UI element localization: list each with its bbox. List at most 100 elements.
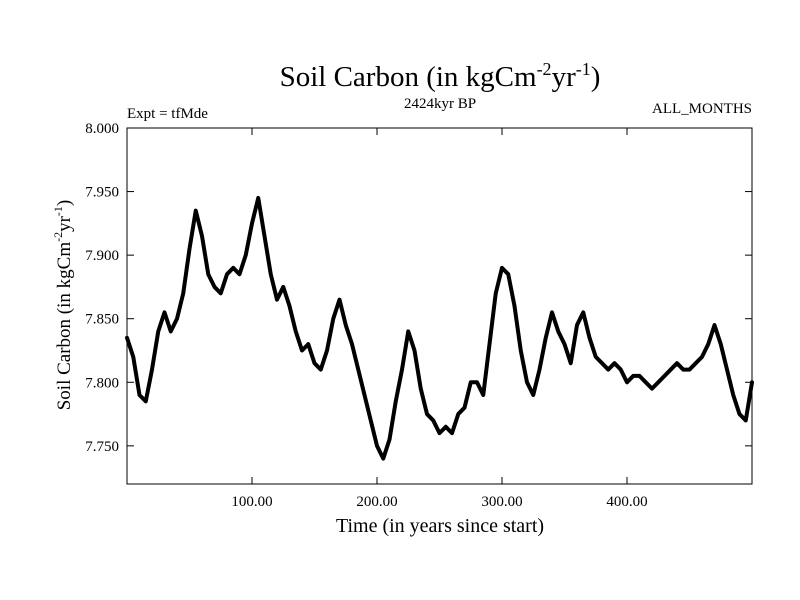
data-point: [288, 304, 291, 308]
data-point: [300, 349, 304, 352]
data-point: [356, 368, 360, 372]
data-point: [606, 368, 610, 372]
data-point: [438, 431, 441, 435]
chart-subtitle: 2424kyr BP: [404, 96, 476, 112]
data-point: [556, 329, 560, 333]
data-point: [650, 387, 654, 391]
plot-frame: [126, 127, 753, 485]
data-point: [569, 361, 573, 365]
data-point: [413, 349, 416, 352]
data-point: [344, 323, 348, 327]
data-point: [719, 342, 723, 346]
data-point: [381, 457, 385, 461]
data-point: [200, 234, 204, 238]
data-point: [144, 399, 148, 403]
experiment-label: Expt = tfMde: [127, 106, 208, 122]
data-point: [263, 234, 266, 238]
data-point: [600, 361, 604, 365]
series-layer: [125, 195, 754, 461]
data-point: [156, 329, 160, 333]
data-point: [506, 272, 510, 276]
data-point: [494, 291, 498, 295]
data-point: [363, 393, 366, 397]
data-point: [744, 418, 748, 422]
data-point: [181, 291, 185, 295]
data-point: [581, 310, 585, 314]
data-point: [163, 310, 166, 314]
x-axis-label: Time (in years since start): [336, 515, 544, 537]
data-point: [425, 412, 429, 416]
data-point: [550, 310, 554, 314]
data-point: [656, 380, 660, 384]
data-point: [700, 355, 704, 359]
data-point: [688, 368, 691, 372]
data-point: [313, 361, 316, 365]
data-point: [275, 298, 279, 302]
data-point: [669, 368, 673, 372]
data-point: [488, 342, 491, 346]
data-point: [713, 323, 716, 327]
data-point: [250, 221, 254, 225]
data-point: [350, 342, 354, 346]
data-point: [150, 368, 154, 372]
data-point: [594, 355, 598, 359]
data-point: [369, 418, 373, 422]
y-tick-label: 7.850: [85, 312, 119, 328]
data-point: [725, 368, 729, 372]
data-point: [138, 393, 141, 397]
data-point: [631, 374, 635, 378]
data-point: [419, 387, 423, 391]
data-point: [638, 374, 641, 378]
data-point: [125, 336, 129, 340]
data-point: [563, 342, 566, 346]
data-point: [575, 323, 579, 327]
data-point: [706, 342, 710, 346]
data-point: [269, 272, 273, 276]
data-point: [444, 425, 448, 429]
data-point: [644, 380, 648, 384]
data-point: [431, 418, 435, 422]
data-point: [219, 291, 223, 295]
data-point: [306, 342, 310, 346]
data-point: [500, 266, 504, 270]
data-point: [225, 272, 229, 276]
data-point: [450, 431, 454, 435]
data-point: [619, 368, 623, 372]
data-point: [375, 444, 379, 448]
y-tick-label: 8.000: [85, 121, 119, 137]
data-point: [544, 336, 548, 340]
data-point: [531, 393, 535, 397]
y-tick-label: 7.800: [85, 375, 119, 391]
data-point: [469, 380, 473, 384]
chart-title: Soil Carbon (in kgCm-2yr-1): [280, 59, 601, 93]
data-point: [663, 374, 666, 378]
data-point: [213, 285, 216, 289]
data-point: [625, 380, 629, 384]
data-point: [588, 336, 591, 340]
data-point: [538, 368, 541, 372]
data-point: [281, 285, 285, 289]
data-point: [475, 380, 479, 384]
data-point: [525, 380, 529, 384]
data-point: [456, 412, 460, 416]
data-point: [694, 361, 698, 365]
data-point: [463, 406, 466, 410]
data-point: [256, 196, 260, 200]
y-tick-label: 7.950: [85, 185, 119, 201]
x-tick-label: 400.00: [606, 494, 647, 510]
data-point: [406, 329, 410, 333]
data-point: [731, 393, 735, 397]
months-label: ALL_MONTHS: [652, 101, 752, 117]
data-point: [394, 399, 398, 403]
data-point: [231, 266, 235, 270]
x-tick-label: 200.00: [356, 494, 397, 510]
data-point: [613, 361, 616, 365]
y-axis-ticks: 7.750 7.800 7.850 7.900 7.950 8.000: [85, 121, 752, 455]
data-point: [325, 349, 329, 352]
data-point: [519, 349, 523, 352]
soil-carbon-series-line: [125, 195, 754, 461]
data-point: [175, 317, 179, 321]
data-point: [238, 272, 241, 276]
x-tick-label: 300.00: [481, 494, 522, 510]
